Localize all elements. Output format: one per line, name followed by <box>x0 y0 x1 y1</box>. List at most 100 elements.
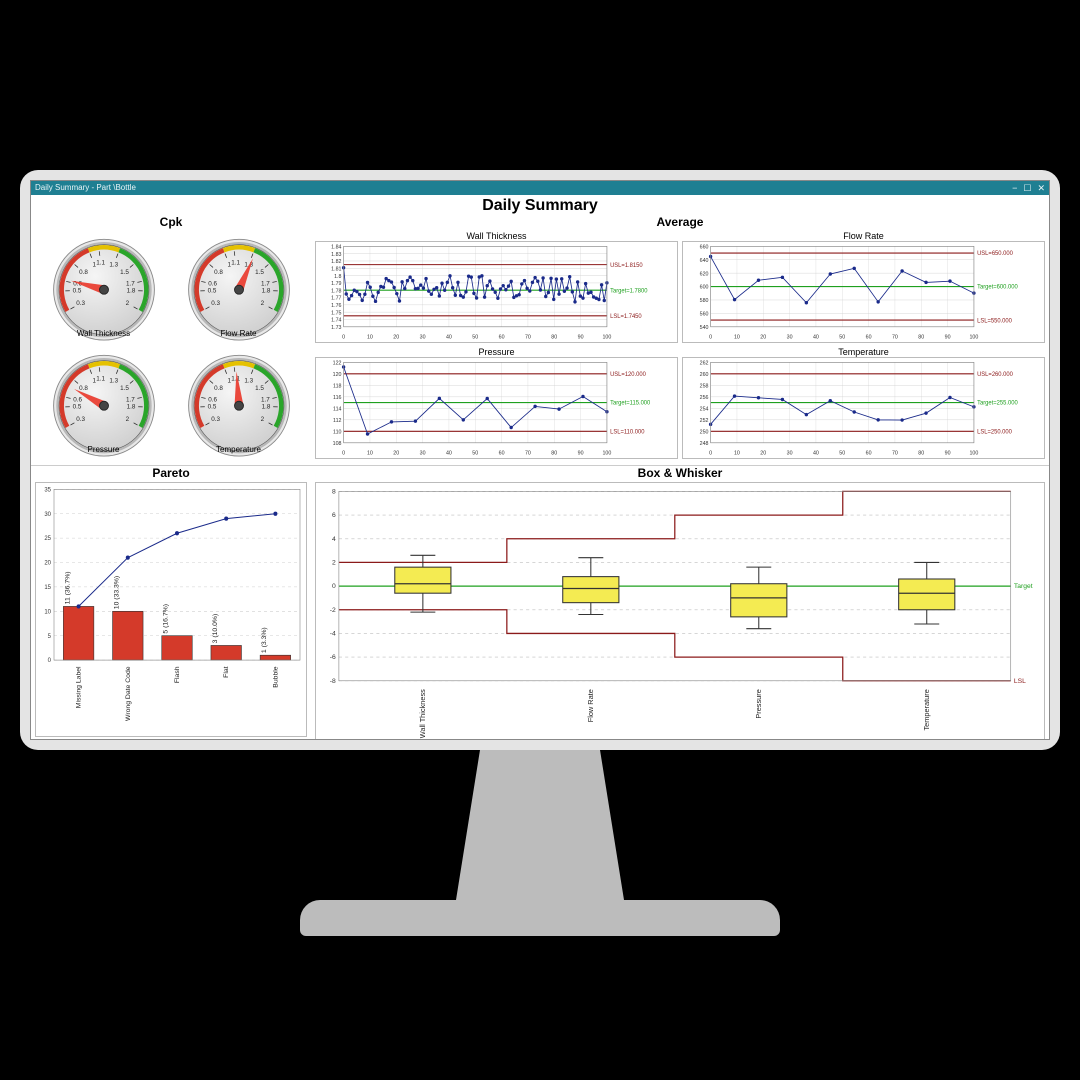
boxwhisker-title: Box & Whisker <box>311 466 1049 480</box>
window-titlebar: Daily Summary - Part \Bottle − ☐ ✕ <box>31 181 1049 195</box>
svg-text:10: 10 <box>367 335 373 341</box>
svg-text:40: 40 <box>446 335 452 341</box>
svg-text:540: 540 <box>700 325 709 331</box>
svg-text:1.5: 1.5 <box>120 269 129 276</box>
svg-text:0.8: 0.8 <box>214 385 223 392</box>
svg-text:Flow Rate: Flow Rate <box>586 689 595 722</box>
svg-text:10 (33.3%): 10 (33.3%) <box>114 576 121 609</box>
svg-text:0.5: 0.5 <box>72 403 81 410</box>
svg-text:0.8: 0.8 <box>214 269 223 276</box>
svg-text:50: 50 <box>472 335 478 341</box>
gauge-grid: 0.30.50.60.811.11.31.51.71.82Wall Thickn… <box>31 229 311 463</box>
svg-text:258: 258 <box>700 383 709 389</box>
svg-text:252: 252 <box>700 418 709 424</box>
maximize-button[interactable]: ☐ <box>1023 181 1031 195</box>
svg-text:Target: Target <box>1014 583 1033 590</box>
svg-text:Wall Thickness: Wall Thickness <box>418 689 427 738</box>
boxwhisker-chart: -8-6-4-202468TargetLSLWall ThicknessFlow… <box>315 482 1045 740</box>
svg-text:90: 90 <box>578 451 584 457</box>
svg-text:0.6: 0.6 <box>73 397 82 404</box>
svg-text:660: 660 <box>700 244 709 250</box>
svg-text:USL=650.000: USL=650.000 <box>977 251 1013 257</box>
svg-text:USL=1.8150: USL=1.8150 <box>610 263 643 269</box>
svg-text:70: 70 <box>525 335 531 341</box>
svg-text:0: 0 <box>48 657 52 664</box>
svg-text:Bubble: Bubble <box>273 666 280 688</box>
svg-text:1.75: 1.75 <box>331 310 341 316</box>
close-button[interactable]: ✕ <box>1037 181 1045 195</box>
svg-text:112: 112 <box>333 418 341 424</box>
svg-text:256: 256 <box>700 395 709 401</box>
chart-title: Pressure <box>315 347 678 357</box>
dashboard-grid: Cpk 0.30.50.60.811.11.31.51.71.82Wall Th… <box>31 215 1049 739</box>
svg-text:1.1: 1.1 <box>96 376 105 383</box>
svg-text:0.6: 0.6 <box>208 397 217 404</box>
svg-text:Wrong Date Code: Wrong Date Code <box>125 666 132 721</box>
svg-text:600: 600 <box>700 285 709 291</box>
svg-text:25: 25 <box>44 535 51 542</box>
svg-text:0.8: 0.8 <box>79 269 88 276</box>
chart-title: Temperature <box>682 347 1045 357</box>
gauge-label: Wall Thickness <box>77 329 130 338</box>
avg-chart-temperature: Temperature24825025225425625826026201020… <box>682 347 1045 459</box>
svg-text:Flat: Flat <box>223 666 230 678</box>
svg-text:1.1: 1.1 <box>231 260 240 267</box>
svg-text:80: 80 <box>918 451 924 457</box>
average-grid: Wall Thickness1.731.741.751.761.771.781.… <box>311 229 1049 461</box>
svg-text:640: 640 <box>700 258 709 264</box>
svg-text:60: 60 <box>866 451 872 457</box>
svg-text:0.5: 0.5 <box>207 287 216 294</box>
svg-text:1.76: 1.76 <box>331 303 341 309</box>
svg-text:0.5: 0.5 <box>72 287 81 294</box>
svg-text:1.3: 1.3 <box>244 377 253 384</box>
svg-text:30: 30 <box>44 511 51 518</box>
pareto-title: Pareto <box>31 466 311 480</box>
svg-text:30: 30 <box>787 335 793 341</box>
gauge-flow-rate: 0.30.50.60.811.11.31.51.71.82Flow Rate <box>174 233 303 343</box>
svg-text:30: 30 <box>420 335 426 341</box>
svg-text:0.3: 0.3 <box>76 300 85 307</box>
svg-text:250: 250 <box>700 429 709 435</box>
svg-text:0.8: 0.8 <box>79 385 88 392</box>
svg-text:2: 2 <box>125 416 129 423</box>
svg-text:20: 20 <box>760 451 766 457</box>
svg-text:1.8: 1.8 <box>126 403 135 410</box>
svg-text:8: 8 <box>332 488 336 495</box>
svg-text:262: 262 <box>700 360 709 366</box>
svg-text:100: 100 <box>969 451 978 457</box>
svg-text:15: 15 <box>44 584 51 591</box>
svg-text:LSL=110.000: LSL=110.000 <box>610 429 645 435</box>
svg-text:LSL: LSL <box>1014 678 1026 685</box>
window-title: Daily Summary - Part \Bottle <box>35 181 136 195</box>
svg-text:114: 114 <box>333 406 341 412</box>
svg-text:620: 620 <box>700 271 709 277</box>
svg-text:80: 80 <box>918 335 924 341</box>
svg-text:80: 80 <box>551 335 557 341</box>
svg-text:0: 0 <box>332 583 336 590</box>
svg-text:70: 70 <box>892 451 898 457</box>
svg-text:1.1: 1.1 <box>96 260 105 267</box>
minimize-button[interactable]: − <box>1012 181 1017 195</box>
svg-text:0: 0 <box>342 335 345 341</box>
svg-text:1.8: 1.8 <box>126 287 135 294</box>
svg-text:1.8: 1.8 <box>261 287 270 294</box>
svg-text:70: 70 <box>892 335 898 341</box>
svg-text:0: 0 <box>709 451 712 457</box>
svg-text:0.3: 0.3 <box>76 416 85 423</box>
svg-text:LSL=1.7450: LSL=1.7450 <box>610 314 642 320</box>
svg-text:LSL=250.000: LSL=250.000 <box>977 429 1013 435</box>
svg-text:560: 560 <box>700 312 709 318</box>
svg-text:1.83: 1.83 <box>331 252 341 258</box>
svg-text:50: 50 <box>839 451 845 457</box>
svg-text:0: 0 <box>709 335 712 341</box>
monitor-mockup: Daily Summary - Part \Bottle − ☐ ✕ Daily… <box>20 170 1060 936</box>
svg-text:35: 35 <box>44 486 51 493</box>
svg-text:40: 40 <box>813 335 819 341</box>
svg-text:60: 60 <box>499 335 505 341</box>
gauge-temperature: 0.30.50.60.811.11.31.51.71.82Temperature <box>174 349 303 459</box>
svg-text:-2: -2 <box>330 607 336 614</box>
svg-text:100: 100 <box>602 451 611 457</box>
svg-text:580: 580 <box>700 298 709 304</box>
avg-chart-flow-rate: Flow Rate5405605806006206406600102030405… <box>682 231 1045 343</box>
svg-text:2: 2 <box>260 300 264 307</box>
